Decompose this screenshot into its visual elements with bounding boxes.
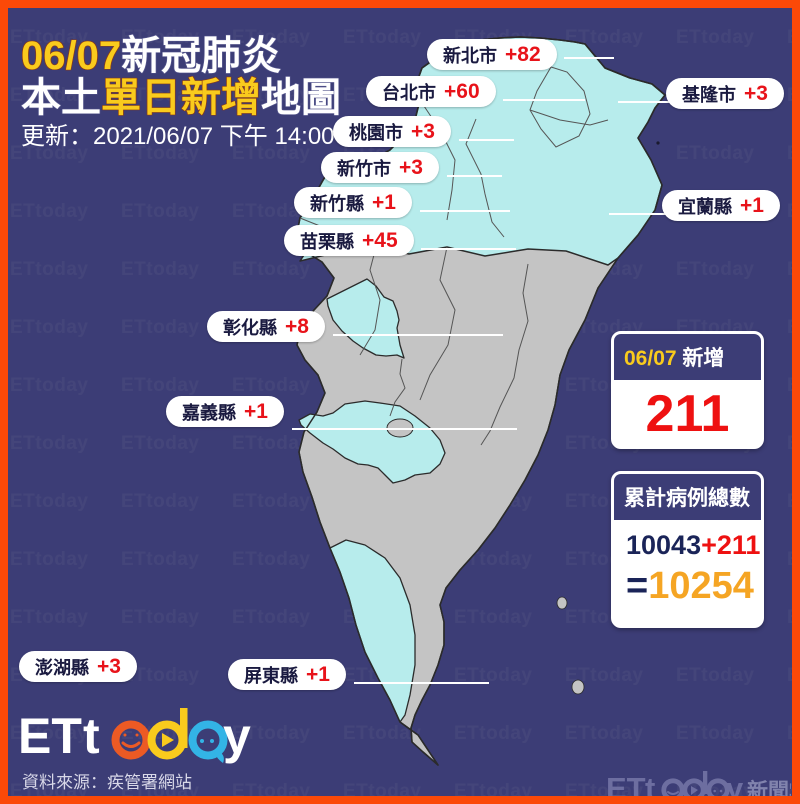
svg-text:ET: ET [606,771,646,796]
svg-text:y: y [223,708,251,764]
svg-text:t: t [645,771,655,796]
svg-text:t: t [83,708,100,764]
svg-text:y: y [726,771,744,796]
svg-text:新聞雲: 新聞雲 [747,779,791,796]
svg-text:ET: ET [20,708,82,764]
